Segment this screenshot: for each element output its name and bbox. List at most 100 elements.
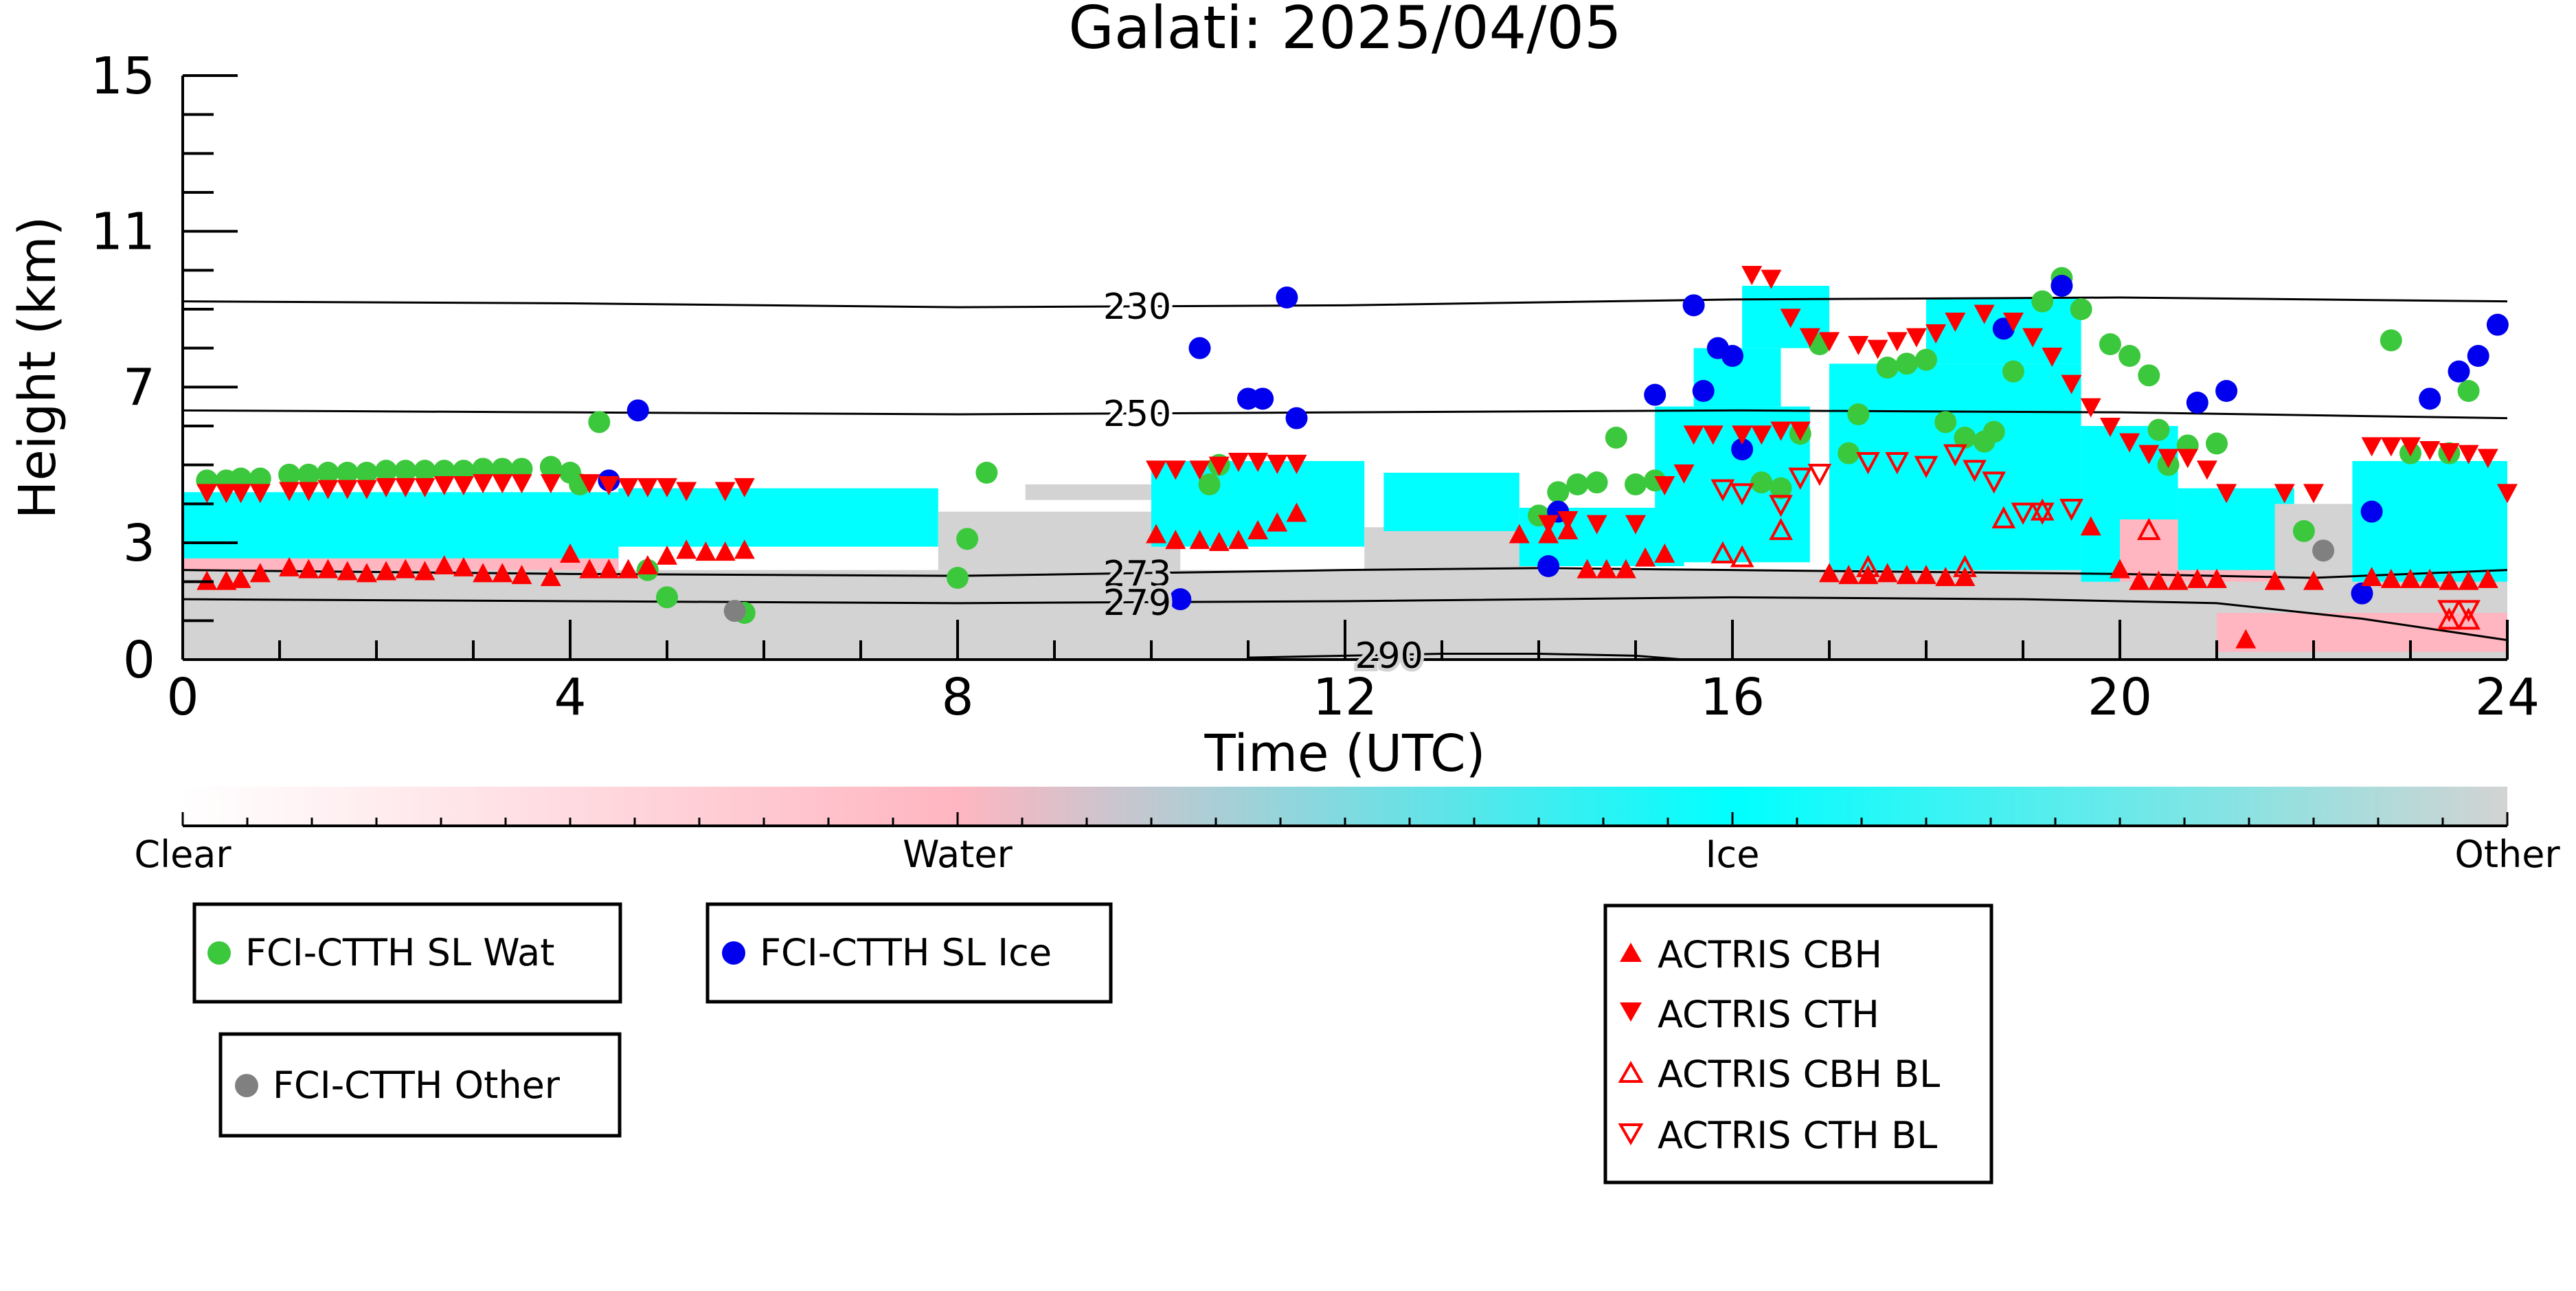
point-actris-cbh (2361, 567, 2382, 586)
legend-box-fci-ice: FCI-CTTH SL Ice (705, 902, 1113, 1004)
cloud-region-ice (2352, 461, 2507, 582)
cloud-region-other (2274, 504, 2353, 570)
point-actris-cbh (1596, 559, 1617, 579)
point-actris-cth (1189, 460, 1210, 480)
point-actris-cth (1228, 453, 1249, 472)
cloud-region-other (938, 511, 1181, 570)
point-actris-cth-bl (1943, 444, 1967, 467)
point-actris-cth (2458, 445, 2479, 464)
point-actris-cth (2158, 449, 2179, 469)
point-fci-ctth-sl-wat (539, 456, 562, 478)
point-fci-ctth-sl-ice (2467, 345, 2489, 367)
point-actris-cth (2138, 445, 2160, 464)
point-fci-ctth-sl-wat (414, 460, 436, 482)
point-actris-cth (714, 482, 736, 502)
x-tick-label: 24 (2475, 668, 2540, 727)
point-actris-cbh (2303, 570, 2324, 590)
point-actris-cth (2380, 437, 2402, 457)
point-actris-cbh (473, 563, 494, 583)
point-fci-ctth-sl-ice (2360, 500, 2383, 523)
x-tick-label: 20 (2088, 668, 2152, 727)
point-actris-cth (317, 480, 339, 499)
point-fci-ctth-sl-wat (278, 463, 301, 486)
cloud-region-ice (618, 488, 938, 547)
point-actris-cth (2022, 328, 2044, 348)
point-fci-ctth-sl-wat (2380, 329, 2402, 352)
point-fci-ctth-sl-wat (1982, 420, 2005, 443)
point-actris-cbh (579, 559, 600, 579)
point-fci-ctth-sl-ice (1692, 380, 1715, 402)
cloud-type-field (183, 286, 2507, 660)
point-fci-ctth-sl-wat (1585, 471, 1608, 494)
point-actris-cbh (433, 555, 455, 574)
point-actris-cth (230, 484, 251, 504)
point-actris-cbh (1819, 563, 1840, 583)
point-actris-cbh (1189, 530, 1210, 550)
point-actris-cth (1732, 425, 1753, 445)
point-actris-cbh (2167, 570, 2189, 590)
point-fci-ctth-sl-ice (1644, 383, 1667, 406)
legend-box-actris: ACTRIS CBH ACTRIS CTH ACTRIS CBH BL ACTR… (1603, 903, 1993, 1185)
contour-line-279 (183, 596, 2507, 642)
point-actris-cth (196, 484, 218, 504)
point-actris-cbh (734, 539, 755, 559)
point-fci-ctth-sl-wat (375, 460, 398, 482)
x-tick-label: 12 (1313, 668, 1377, 727)
contour-label-250: 250 (1103, 394, 1171, 435)
y-tick-label: 3 (123, 514, 155, 573)
point-actris-cth-bl (1914, 456, 1939, 478)
point-actris-cbh-bl (1953, 554, 1977, 577)
point-actris-cth (2042, 348, 2063, 367)
point-fci-ctth-sl-wat (1895, 352, 1918, 375)
point-actris-cth-bl (1769, 495, 1793, 517)
point-actris-cbh (337, 561, 358, 581)
point-actris-cbh (1615, 559, 1636, 579)
point-actris-cbh-bl (1730, 545, 1754, 568)
point-fci-ctth-sl-wat (1198, 473, 1221, 495)
point-actris-cbh-bl (1710, 541, 1735, 563)
point-actris-cth (637, 478, 658, 497)
point-fci-ctth-sl-ice (2419, 388, 2441, 410)
point-actris-cth (1867, 339, 1888, 359)
cloud-region-ice (1383, 473, 1519, 531)
point-actris-cbh-bl (2437, 607, 2461, 630)
point-fci-ctth-sl-wat (2138, 364, 2160, 387)
point-fci-ctth-sl-ice (2215, 380, 2238, 402)
point-actris-cth (395, 478, 416, 497)
point-actris-cbh (2477, 568, 2498, 588)
legend-marker-fci-wat (207, 941, 231, 965)
point-fci-ctth-sl-ice (2351, 582, 2373, 605)
point-actris-cbh (2439, 570, 2460, 590)
legend-label-fci-wat: FCI-CTTH SL Wat (245, 931, 554, 974)
point-actris-cbh (1577, 559, 1598, 579)
point-actris-cth (1683, 425, 1704, 445)
contour-line-250 (183, 409, 2507, 420)
point-actris-cth (216, 484, 237, 504)
point-actris-cth (1654, 476, 1675, 495)
data-markers (196, 266, 2518, 649)
point-actris-cth (2419, 441, 2441, 460)
point-actris-cth (1247, 453, 1269, 472)
contour-label-279: 279 (1103, 583, 1171, 624)
point-actris-cbh (2380, 568, 2402, 588)
point-fci-ctth-sl-wat (588, 411, 611, 434)
point-fci-ctth-sl-wat (1838, 442, 1860, 464)
point-fci-ctth-sl-wat (1876, 357, 1899, 379)
point-actris-cbh (216, 570, 237, 590)
point-actris-cbh (1247, 520, 1269, 539)
point-actris-cbh (376, 561, 397, 581)
contour-line-230 (183, 296, 2507, 308)
point-actris-cth (1799, 328, 1820, 348)
point-actris-cbh (2458, 570, 2479, 590)
point-fci-ctth-sl-wat (2292, 520, 2315, 542)
point-fci-ctth-sl-ice (2486, 313, 2509, 336)
point-actris-cbh (1165, 530, 1186, 550)
point-actris-cth (1165, 460, 1186, 480)
point-actris-cbh (1916, 565, 1936, 585)
point-actris-cth (1538, 515, 1559, 535)
point-actris-cth-bl (1710, 479, 1735, 502)
point-actris-cbh (2400, 568, 2421, 588)
point-actris-cbh (618, 559, 639, 579)
point-actris-cbh (1654, 543, 1675, 563)
point-actris-cth (337, 480, 358, 499)
